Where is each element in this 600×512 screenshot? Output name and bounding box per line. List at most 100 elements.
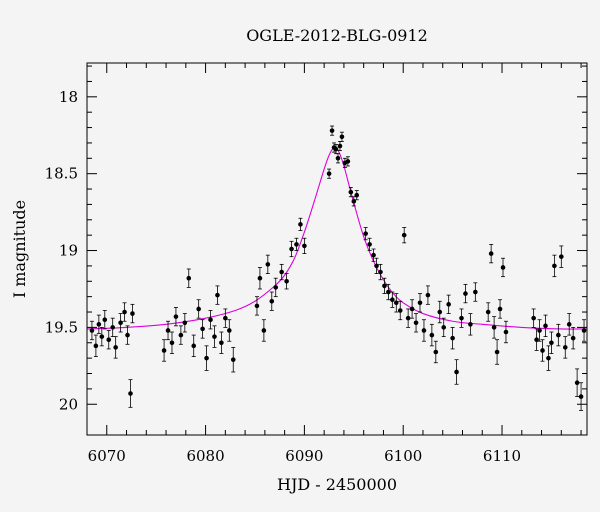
x-tick-label: 6080	[186, 447, 224, 465]
chart-title: OGLE-2012-BLG-0912	[246, 26, 428, 45]
data-point-marker	[473, 289, 478, 295]
data-point	[578, 382, 584, 411]
data-point	[405, 308, 411, 328]
y-tick-label: 20	[59, 395, 78, 413]
data-point	[212, 325, 217, 348]
data-point-marker	[494, 349, 500, 355]
y-tick-label: 19.5	[45, 318, 78, 336]
x-axis-label: HJD - 2450000	[277, 475, 397, 494]
data-point	[413, 313, 419, 333]
data-point-marker	[125, 332, 130, 338]
data-point	[397, 300, 403, 321]
x-tick-label: 6110	[483, 447, 521, 465]
data-point-marker	[393, 300, 399, 306]
data-point-marker	[337, 143, 343, 149]
data-point	[386, 283, 391, 301]
data-point	[454, 359, 459, 385]
plot-frame	[86, 62, 588, 436]
data-point-marker	[165, 328, 171, 333]
data-point	[570, 326, 576, 350]
data-point-marker	[491, 325, 497, 330]
data-point	[125, 325, 130, 345]
data-point	[89, 320, 95, 341]
data-point-marker	[161, 348, 167, 353]
data-point	[429, 323, 435, 347]
data-point	[128, 379, 133, 408]
data-point-marker	[454, 369, 459, 375]
data-point	[549, 331, 554, 354]
data-point	[378, 263, 383, 281]
data-point	[374, 257, 379, 274]
data-point-marker	[269, 298, 275, 304]
data-point-marker	[433, 349, 439, 355]
data-point	[491, 316, 497, 339]
data-point-marker	[578, 394, 584, 399]
data-point-marker	[128, 391, 133, 396]
data-point	[289, 240, 294, 258]
data-point-marker	[102, 317, 108, 323]
x-tick-label: 6070	[88, 447, 126, 465]
data-point-marker	[546, 355, 551, 361]
data-point	[279, 263, 284, 281]
data-point	[463, 283, 468, 304]
data-point	[329, 125, 335, 136]
data-point-marker	[562, 345, 568, 350]
data-point-marker	[405, 315, 411, 321]
data-point-marker	[463, 291, 468, 296]
data-point	[382, 277, 387, 294]
data-point	[497, 299, 503, 319]
data-point	[182, 313, 188, 333]
data-point	[459, 308, 464, 328]
data-point	[546, 345, 551, 371]
data-point	[371, 248, 376, 262]
data-point-marker	[537, 328, 542, 333]
data-point-marker	[326, 171, 332, 176]
data-point-marker	[93, 343, 99, 349]
data-point-marker	[173, 314, 179, 319]
data-point	[401, 227, 407, 244]
data-point	[574, 368, 580, 397]
data-point-marker	[468, 322, 473, 327]
data-point-marker	[390, 297, 395, 303]
data-point-marker	[531, 315, 536, 321]
data-point-marker	[386, 289, 391, 295]
data-point-marker	[503, 329, 509, 335]
data-point-marker	[345, 159, 351, 164]
data-point-marker	[182, 320, 188, 326]
data-point-marker	[446, 302, 451, 307]
data-point-marker	[409, 306, 415, 312]
data-point-marker	[437, 309, 443, 315]
data-point-marker	[230, 357, 236, 362]
data-point	[581, 319, 587, 342]
data-point-marker	[339, 134, 345, 140]
data-point	[178, 325, 184, 345]
data-point	[102, 310, 108, 330]
data-point	[254, 296, 260, 316]
data-point	[226, 319, 232, 342]
data-point	[223, 308, 228, 328]
data-point-marker	[122, 309, 127, 315]
data-point-marker	[99, 334, 105, 339]
data-point	[494, 339, 500, 365]
data-point-marker	[497, 306, 503, 312]
data-point-marker	[261, 328, 267, 333]
data-point-marker	[581, 328, 587, 333]
data-point	[441, 317, 447, 338]
data-point	[485, 302, 491, 322]
data-point-marker	[556, 332, 561, 338]
data-point	[326, 168, 332, 179]
data-point	[161, 339, 167, 362]
data-point	[96, 314, 102, 334]
data-point-marker	[552, 263, 557, 269]
data-point-marker	[441, 325, 447, 330]
data-point	[348, 187, 354, 198]
y-tick-label: 18	[59, 88, 78, 106]
data-point-marker	[208, 317, 213, 323]
data-point	[99, 326, 105, 347]
data-point-marker	[204, 355, 209, 361]
data-point-marker	[417, 300, 423, 306]
y-tick-label: 19	[59, 242, 78, 260]
data-point	[543, 314, 548, 338]
x-tick-label: 6090	[285, 447, 323, 465]
